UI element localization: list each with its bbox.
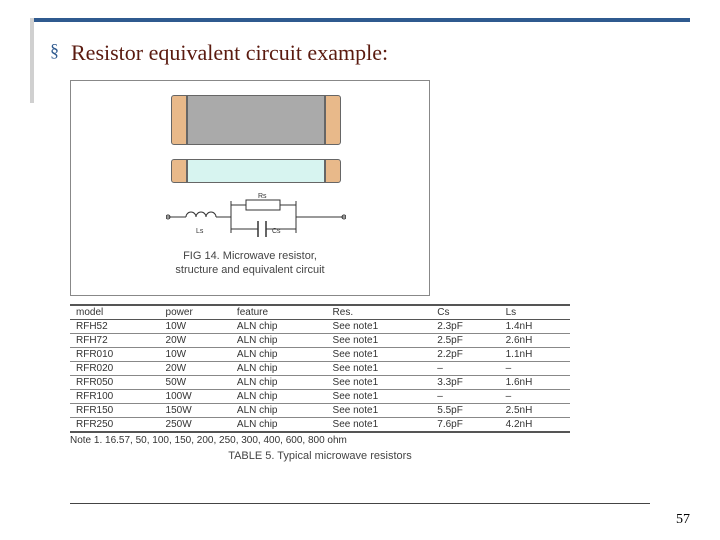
table-cell: ALN chip bbox=[231, 334, 327, 348]
top-accent-bar bbox=[30, 18, 690, 22]
table-cell: 50W bbox=[160, 376, 231, 390]
table-cell: RFR100 bbox=[70, 390, 160, 404]
table-cell: See note1 bbox=[327, 404, 432, 418]
table-cell: See note1 bbox=[327, 348, 432, 362]
page-number: 57 bbox=[676, 512, 690, 528]
figure-box: Ls Rs Cs FIG 14. Microwave resistor, str… bbox=[70, 80, 430, 296]
table-caption: TABLE 5. Typical microwave resistors bbox=[70, 446, 570, 462]
table-cell: 1.4nH bbox=[500, 320, 570, 334]
table-cell: 2.3pF bbox=[431, 320, 499, 334]
resistor-body-top bbox=[187, 95, 325, 145]
table-col: model bbox=[70, 305, 160, 320]
table-cell: 10W bbox=[160, 320, 231, 334]
table-cell: See note1 bbox=[327, 376, 432, 390]
table-cell: – bbox=[500, 362, 570, 376]
table-cell: 7.6pF bbox=[431, 418, 499, 433]
table-row: RFR05050WALN chipSee note13.3pF1.6nH bbox=[70, 376, 570, 390]
table-wrap: modelpowerfeatureRes.CsLs RFH5210WALN ch… bbox=[70, 304, 570, 462]
title-row: § Resistor equivalent circuit example: bbox=[50, 40, 388, 66]
label-rs: Rs bbox=[258, 193, 267, 200]
resistor-endcap-left bbox=[171, 95, 187, 145]
table-cell: 2.6nH bbox=[500, 334, 570, 348]
table-cell: RFR050 bbox=[70, 376, 160, 390]
label-cs: Cs bbox=[272, 228, 281, 235]
bottom-rule bbox=[70, 503, 650, 504]
table-cell: ALN chip bbox=[231, 320, 327, 334]
table-cell: 1.6nH bbox=[500, 376, 570, 390]
table-cell: See note1 bbox=[327, 390, 432, 404]
table-cell: ALN chip bbox=[231, 404, 327, 418]
resistor-top-view bbox=[171, 95, 341, 145]
table-cell: RFH72 bbox=[70, 334, 160, 348]
table-body: RFH5210WALN chipSee note12.3pF1.4nHRFH72… bbox=[70, 320, 570, 433]
slide-title: Resistor equivalent circuit example: bbox=[71, 40, 388, 66]
figure-caption: FIG 14. Microwave resistor, structure an… bbox=[71, 249, 429, 278]
table-cell: ALN chip bbox=[231, 348, 327, 362]
table-cell: RFR010 bbox=[70, 348, 160, 362]
table-row: RFR02020WALN chipSee note1–– bbox=[70, 362, 570, 376]
table-cell: See note1 bbox=[327, 418, 432, 433]
table-cell: – bbox=[431, 362, 499, 376]
table-row: RFR250250WALN chipSee note17.6pF4.2nH bbox=[70, 418, 570, 433]
table-cell: 3.3pF bbox=[431, 376, 499, 390]
figure-caption-line2: structure and equivalent circuit bbox=[175, 264, 324, 276]
table-cell: – bbox=[500, 390, 570, 404]
table-cell: See note1 bbox=[327, 320, 432, 334]
bullet-icon: § bbox=[50, 40, 59, 62]
label-ls: Ls bbox=[196, 228, 204, 235]
table-col: feature bbox=[231, 305, 327, 320]
table-cell: 10W bbox=[160, 348, 231, 362]
table-cell: ALN chip bbox=[231, 418, 327, 433]
table-cell: RFH52 bbox=[70, 320, 160, 334]
table-col: Ls bbox=[500, 305, 570, 320]
table-row: RFR150150WALN chipSee note15.5pF2.5nH bbox=[70, 404, 570, 418]
table-cell: 2.5pF bbox=[431, 334, 499, 348]
table-row: RFH5210WALN chipSee note12.3pF1.4nH bbox=[70, 320, 570, 334]
table-cell: RFR250 bbox=[70, 418, 160, 433]
table-cell: 2.5nH bbox=[500, 404, 570, 418]
resistor-endcap-right bbox=[325, 95, 341, 145]
table-cell: RFR150 bbox=[70, 404, 160, 418]
left-accent-bar bbox=[30, 18, 34, 103]
table-cell: RFR020 bbox=[70, 362, 160, 376]
table-cell: ALN chip bbox=[231, 390, 327, 404]
figure-caption-line1: FIG 14. Microwave resistor, bbox=[183, 250, 317, 262]
table-cell: 150W bbox=[160, 404, 231, 418]
table-cell: – bbox=[431, 390, 499, 404]
table-cell: 20W bbox=[160, 362, 231, 376]
table-cell: ALN chip bbox=[231, 362, 327, 376]
table-cell: 2.2pF bbox=[431, 348, 499, 362]
table-cell: See note1 bbox=[327, 334, 432, 348]
table-row: RFR01010WALN chipSee note12.2pF1.1nH bbox=[70, 348, 570, 362]
table-row: RFH7220WALN chipSee note12.5pF2.6nH bbox=[70, 334, 570, 348]
table-note: Note 1. 16.57, 50, 100, 150, 200, 250, 3… bbox=[70, 433, 570, 446]
table-cell: ALN chip bbox=[231, 376, 327, 390]
resistor-side-view bbox=[171, 159, 341, 183]
table-cell: 100W bbox=[160, 390, 231, 404]
resistor-table: modelpowerfeatureRes.CsLs RFH5210WALN ch… bbox=[70, 304, 570, 433]
table-cell: See note1 bbox=[327, 362, 432, 376]
table-col: Res. bbox=[327, 305, 432, 320]
table-cell: 5.5pF bbox=[431, 404, 499, 418]
table-cell: 1.1nH bbox=[500, 348, 570, 362]
table-cell: 4.2nH bbox=[500, 418, 570, 433]
resistor-endcap-right-side bbox=[325, 159, 341, 183]
resistor-body-side bbox=[187, 159, 325, 183]
resistor-endcap-left-side bbox=[171, 159, 187, 183]
table-cell: 20W bbox=[160, 334, 231, 348]
table-col: Cs bbox=[431, 305, 499, 320]
table-col: power bbox=[160, 305, 231, 320]
table-cell: 250W bbox=[160, 418, 231, 433]
equivalent-circuit-diagram: Ls Rs Cs bbox=[166, 191, 346, 243]
table-header-row: modelpowerfeatureRes.CsLs bbox=[70, 305, 570, 320]
table-row: RFR100100WALN chipSee note1–– bbox=[70, 390, 570, 404]
